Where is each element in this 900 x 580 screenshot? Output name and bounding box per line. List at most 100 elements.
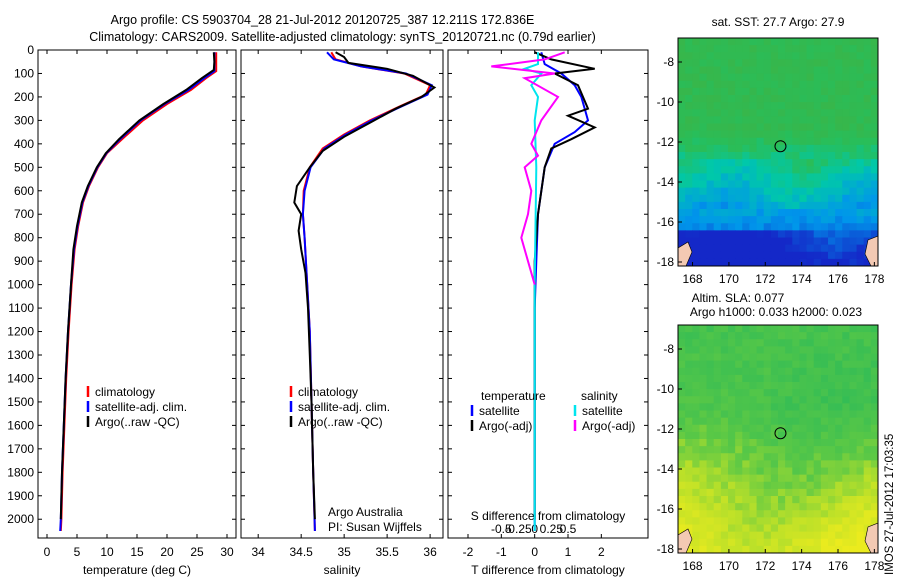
map-cell	[692, 389, 701, 397]
map-cell	[720, 166, 729, 174]
map-cell	[678, 503, 686, 511]
map-cell	[820, 166, 829, 174]
map-cell	[735, 180, 743, 189]
map-cell	[835, 223, 843, 231]
map-cell	[842, 524, 851, 533]
map-cell	[778, 223, 786, 231]
map-cell	[813, 59, 822, 68]
map-cell	[813, 244, 822, 253]
map-cell	[728, 382, 736, 390]
map-cell	[849, 510, 858, 518]
map-cell	[806, 194, 815, 203]
map-cell	[799, 173, 808, 182]
map-cell	[778, 216, 786, 224]
map-cell	[835, 503, 843, 511]
map-cell	[856, 137, 865, 146]
map-cell	[763, 481, 772, 490]
map-cell	[813, 152, 822, 160]
map-cell	[735, 517, 743, 526]
map-cell	[735, 325, 743, 333]
map-cell	[842, 137, 851, 146]
map-cell	[720, 417, 729, 426]
map-y-tick-label: -16	[657, 502, 675, 516]
map-cell	[742, 446, 751, 454]
map-cell	[870, 230, 878, 239]
map-cell	[699, 339, 708, 347]
map-cell	[713, 52, 722, 60]
map-cell	[828, 524, 836, 533]
map-cell	[685, 545, 693, 553]
map-cell	[799, 166, 808, 174]
map-cell	[835, 410, 843, 419]
map-cell	[799, 439, 808, 447]
map-cell	[778, 137, 786, 146]
map-cell	[799, 209, 808, 217]
map-cell	[720, 216, 729, 224]
map-cell	[820, 439, 829, 447]
map-cell	[749, 144, 758, 153]
map-cell	[806, 216, 815, 224]
map-cell	[842, 144, 851, 153]
map-cell	[713, 396, 722, 404]
map-cell	[678, 481, 686, 490]
map-cell	[756, 152, 765, 160]
map-cell	[806, 488, 815, 497]
map-cell	[720, 488, 729, 497]
map-cell	[778, 488, 786, 497]
map-cell	[742, 431, 751, 440]
map-cell	[706, 545, 715, 553]
map-cell	[770, 339, 779, 347]
map-cell	[770, 431, 779, 440]
map-field-sla	[678, 325, 878, 553]
map-cell	[870, 389, 878, 397]
map-cell	[806, 325, 815, 333]
map-cell	[706, 45, 715, 53]
map-cell	[863, 87, 872, 96]
map-cell	[699, 410, 708, 419]
map-cell	[842, 87, 851, 96]
map-cell	[720, 460, 729, 469]
map-cell	[756, 517, 765, 526]
map-cell	[678, 496, 686, 504]
map-cell	[806, 116, 815, 125]
map-cell	[749, 216, 758, 224]
map-cell	[828, 223, 836, 231]
map-cell	[742, 251, 751, 260]
map-cell	[678, 488, 686, 497]
series-line-temperature-satellite	[533, 52, 590, 531]
map-cell	[728, 45, 736, 53]
map-cell	[820, 223, 829, 231]
map-cell	[856, 467, 865, 476]
map-cell	[735, 453, 743, 461]
map-cell	[713, 230, 722, 239]
map-cell	[692, 230, 701, 239]
map-cell	[785, 332, 793, 340]
map-cell	[820, 460, 829, 469]
map-cell	[699, 166, 708, 174]
map-cell	[785, 396, 793, 404]
x-tick-label: -2	[463, 545, 474, 559]
map-cell	[799, 474, 808, 483]
map-cell	[828, 123, 836, 132]
map-cell	[806, 353, 815, 362]
map-cell	[706, 403, 715, 412]
map-cell	[749, 73, 758, 82]
map-cell	[770, 258, 779, 266]
map-cell	[856, 410, 865, 419]
map-cell	[699, 403, 708, 412]
map-cell	[806, 152, 815, 160]
map-cell	[813, 201, 822, 210]
map-cell	[835, 187, 843, 196]
map-cell	[756, 410, 765, 419]
map-cell	[706, 367, 715, 376]
map-cell	[735, 123, 743, 132]
map-cell	[706, 216, 715, 224]
map-cell	[770, 389, 779, 397]
map-cell	[849, 52, 858, 60]
map-cell	[856, 187, 865, 196]
map-cell	[799, 180, 808, 189]
map-cell	[728, 244, 736, 253]
map-cell	[785, 258, 793, 266]
map-cell	[735, 144, 743, 153]
map-cell	[806, 209, 815, 217]
